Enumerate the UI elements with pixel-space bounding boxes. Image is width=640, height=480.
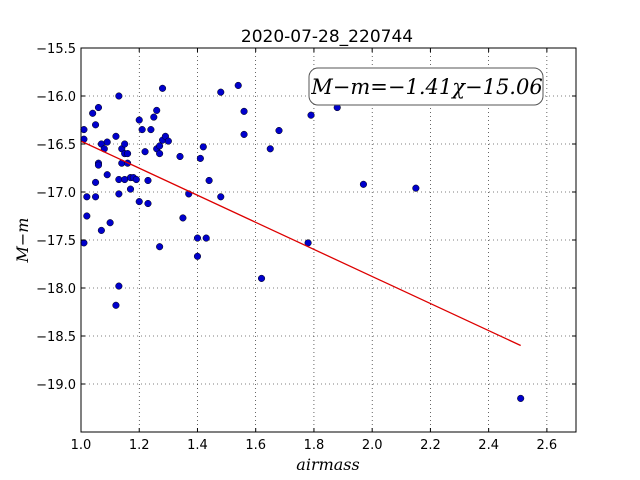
data-point bbox=[80, 239, 88, 247]
y-axis-label: M−m bbox=[13, 218, 32, 264]
data-point bbox=[126, 185, 135, 193]
data-point bbox=[359, 180, 367, 188]
data-point bbox=[103, 171, 111, 179]
data-point bbox=[257, 274, 266, 282]
data-point bbox=[115, 282, 123, 290]
data-point bbox=[92, 178, 100, 186]
data-point bbox=[196, 154, 204, 162]
x-tick-label: 1.4 bbox=[187, 438, 208, 453]
data-point bbox=[115, 190, 123, 198]
data-point bbox=[144, 199, 152, 208]
data-point bbox=[156, 243, 164, 251]
y-tick-label: −19.0 bbox=[36, 378, 76, 393]
data-point bbox=[193, 234, 202, 242]
y-tick-label: −18.0 bbox=[36, 282, 76, 297]
x-tick-label: 2.6 bbox=[537, 438, 558, 453]
x-tick-label: 1.2 bbox=[129, 438, 150, 453]
data-point bbox=[92, 193, 100, 201]
annotation-frame bbox=[308, 67, 544, 106]
x-tick-label: 2.0 bbox=[362, 438, 383, 453]
x-tick-label: 2.4 bbox=[478, 438, 499, 453]
data-point bbox=[112, 132, 120, 140]
data-point bbox=[144, 176, 152, 185]
y-tick-label: −17.5 bbox=[36, 234, 76, 249]
x-tick-label: 2.2 bbox=[420, 438, 441, 453]
data-point bbox=[138, 126, 146, 134]
x-tick-label: 1.6 bbox=[245, 438, 266, 453]
data-point bbox=[106, 219, 114, 227]
data-point bbox=[83, 212, 91, 220]
data-point bbox=[132, 175, 140, 184]
data-point bbox=[164, 137, 172, 145]
y-tick-label: −16.0 bbox=[36, 90, 76, 105]
data-point bbox=[156, 142, 164, 150]
data-point bbox=[275, 127, 283, 135]
data-point bbox=[240, 107, 248, 115]
chart-title: 2020-07-28_220744 bbox=[241, 27, 413, 47]
axis-ticks: 1.0 1.2 1.4 1.6 1.8 2.0 2.2 2.4 2.6 −15.5 −16.0 −16… bbox=[36, 42, 576, 453]
data-point bbox=[307, 111, 315, 119]
data-point bbox=[199, 143, 207, 151]
data-point bbox=[94, 161, 103, 169]
data-point bbox=[112, 301, 120, 309]
data-point bbox=[150, 113, 158, 121]
data-point bbox=[202, 234, 210, 242]
x-tick-label: 1.8 bbox=[304, 438, 325, 453]
data-point bbox=[147, 126, 155, 134]
data-point bbox=[158, 84, 167, 92]
data-point bbox=[266, 145, 274, 153]
data-point bbox=[80, 126, 88, 134]
data-point bbox=[205, 176, 213, 185]
data-point bbox=[135, 116, 143, 124]
data-point bbox=[135, 198, 143, 206]
data-point bbox=[217, 193, 225, 201]
data-point bbox=[89, 109, 97, 117]
data-point bbox=[517, 394, 525, 402]
data-point bbox=[115, 92, 123, 100]
data-point bbox=[179, 214, 187, 222]
data-point bbox=[156, 150, 164, 158]
data-point bbox=[153, 106, 161, 114]
data-point bbox=[103, 138, 111, 146]
y-tick-label: −18.5 bbox=[36, 330, 76, 345]
data-point bbox=[121, 140, 129, 148]
data-point bbox=[176, 152, 184, 161]
data-point bbox=[141, 148, 149, 156]
data-point bbox=[92, 121, 100, 129]
data-point bbox=[412, 184, 420, 192]
data-point bbox=[94, 103, 103, 112]
annotation-box: M−m=−1.41χ−15.06 bbox=[308, 67, 544, 106]
fit-line bbox=[80, 140, 521, 347]
y-tick-label: −15.5 bbox=[36, 42, 76, 57]
data-point bbox=[193, 252, 202, 260]
annotation-text: M−m=−1.41χ−15.06 bbox=[310, 75, 542, 99]
data-point bbox=[217, 88, 225, 96]
fit-line-group bbox=[80, 140, 521, 347]
data-point bbox=[124, 150, 132, 158]
y-tick-label: −16.5 bbox=[36, 138, 76, 153]
x-tick-label: 1.0 bbox=[71, 438, 92, 453]
data-point bbox=[97, 226, 105, 234]
data-point bbox=[234, 81, 242, 89]
data-point bbox=[83, 193, 91, 201]
data-point bbox=[240, 130, 248, 138]
y-tick-label: −17.0 bbox=[36, 186, 76, 201]
x-axis-label: airmass bbox=[296, 455, 359, 474]
